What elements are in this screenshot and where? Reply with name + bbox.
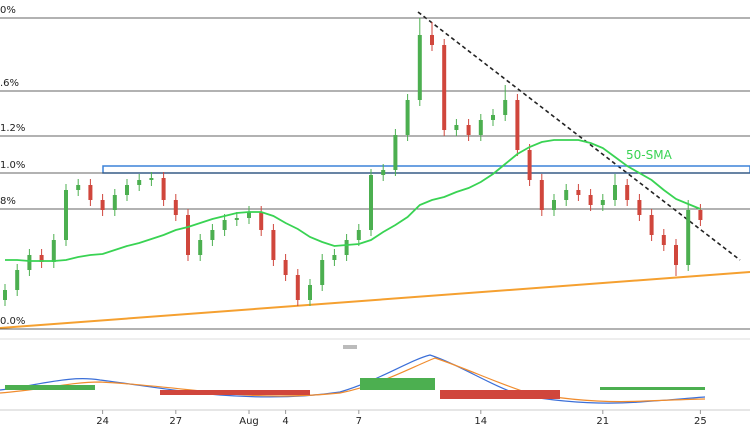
macd-hist-down <box>160 390 560 399</box>
candle-body <box>51 240 56 262</box>
series-label: 50-SMA <box>626 148 673 162</box>
candle-body <box>137 180 142 185</box>
candle-body <box>283 260 288 275</box>
candle-body <box>527 150 532 180</box>
candle-body <box>503 100 508 115</box>
candle-body <box>320 260 325 285</box>
candle-body <box>344 240 349 255</box>
x-tick-label: 4 <box>282 416 288 427</box>
candle-body <box>637 200 642 215</box>
x-tick-label: 27 <box>169 416 182 427</box>
fib-level-label: 1.0% <box>0 160 25 171</box>
candle-body <box>161 178 166 200</box>
candle-body <box>466 125 471 135</box>
candle-body <box>478 120 483 135</box>
candle-body <box>100 200 105 210</box>
candle-body <box>210 230 215 240</box>
macd-hist-up <box>5 378 705 390</box>
candle-body <box>198 240 203 255</box>
candle-body <box>625 185 630 200</box>
candle-body <box>112 195 117 210</box>
candle-body <box>600 200 605 205</box>
fib-level-label: 1.2% <box>0 123 25 134</box>
macd-panel <box>0 354 706 404</box>
candle-body <box>454 125 459 130</box>
candle-body <box>356 230 361 240</box>
candle-body <box>491 115 495 120</box>
candle-body <box>259 212 264 230</box>
candle-body <box>588 195 593 205</box>
candle-body <box>295 275 300 300</box>
candle-body <box>332 255 337 260</box>
candle-body <box>576 190 581 195</box>
candle-body <box>64 190 68 240</box>
x-tick-label: 24 <box>96 416 109 427</box>
candle-body <box>430 35 434 45</box>
candle-body <box>308 285 312 300</box>
candle-body <box>613 185 617 200</box>
candle-body <box>661 235 666 245</box>
sma-line <box>5 139 701 262</box>
candle-body <box>417 35 422 100</box>
candle-body <box>369 175 373 230</box>
fib-level-label: 0.0% <box>0 316 25 327</box>
candle-body <box>186 215 190 255</box>
candle-body <box>88 185 93 200</box>
candle-body <box>381 170 386 175</box>
panel-handle[interactable] <box>343 345 357 349</box>
candle-body <box>76 185 81 190</box>
candle-body <box>125 185 129 195</box>
x-tick-label: Aug <box>239 416 259 427</box>
candle-body <box>552 200 556 210</box>
candle-body <box>39 255 44 262</box>
candle-body <box>564 190 569 200</box>
candle-body <box>234 218 239 220</box>
candle-body <box>442 45 447 130</box>
candle-body <box>3 290 7 300</box>
candle-body <box>173 200 178 215</box>
candle-body <box>515 100 520 150</box>
x-tick-label: 25 <box>694 416 707 427</box>
candle-body <box>649 215 654 235</box>
candle-body <box>674 245 678 265</box>
candle-body <box>405 100 410 135</box>
fib-level-label: 0% <box>0 5 16 16</box>
candle-body <box>222 220 227 230</box>
fib-level-label: .6% <box>0 78 19 89</box>
x-tick-label: 7 <box>356 416 362 427</box>
candle-body <box>539 180 544 210</box>
candle-body <box>247 212 251 218</box>
x-tick-label: 14 <box>474 416 487 427</box>
candle-body <box>27 255 32 270</box>
candle-body <box>393 135 398 170</box>
x-tick-label: 21 <box>596 416 609 427</box>
candle-body <box>698 210 703 220</box>
candle-body <box>15 270 20 290</box>
candle-body <box>686 210 691 265</box>
support-trendline <box>0 271 750 329</box>
candle-body <box>149 178 154 180</box>
candle-body <box>271 230 276 260</box>
fib-level-label: 8% <box>0 196 16 207</box>
